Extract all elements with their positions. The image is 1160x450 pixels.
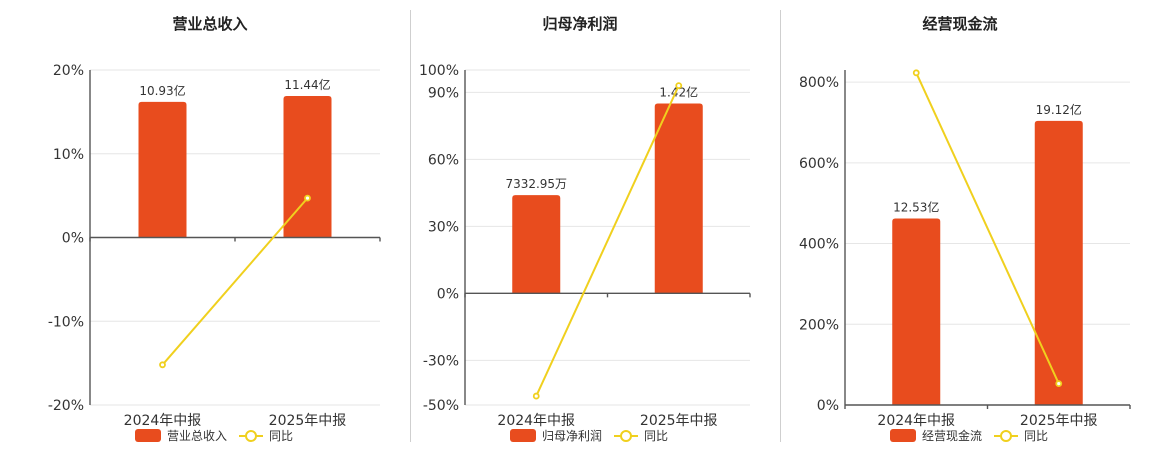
cashflow-chart-title: 经营现金流 xyxy=(922,15,997,33)
revenue-yoy-line xyxy=(161,197,309,366)
revenue-bar-label: 10.93亿 xyxy=(139,83,185,98)
net-profit-y-tick-label: 30% xyxy=(428,219,459,235)
cashflow-yoy-line xyxy=(915,72,1060,385)
revenue-y-tick-label: 0% xyxy=(62,231,84,247)
cashflow-bar xyxy=(892,218,941,405)
net-profit-x-tick-label: 2025年中报 xyxy=(640,413,718,429)
cashflow-y-tick-label: 200% xyxy=(799,317,839,333)
net-profit-legend-line-label: 同比 xyxy=(644,429,668,443)
net-profit-legend-bar-label: 归母净利润 xyxy=(542,429,602,443)
net-profit-y-tick-label: 90% xyxy=(428,85,459,101)
net-profit-bar xyxy=(512,195,561,294)
net-profit-x-tick-label: 2024年中报 xyxy=(497,413,575,429)
net-profit-yoy-point xyxy=(675,82,683,90)
net-profit-legend-line-marker xyxy=(620,430,632,442)
revenue-y-tick-label: -20% xyxy=(48,398,84,414)
cashflow-x-tick-label: 2025年中报 xyxy=(1020,413,1098,429)
cashflow-y-tick-label: 0% xyxy=(817,398,839,414)
revenue-legend-bar-label: 营业总收入 xyxy=(167,429,227,443)
cashflow-yoy-point xyxy=(1055,380,1063,388)
revenue-legend-bar-swatch xyxy=(135,429,161,442)
net-profit-yoy-point xyxy=(532,392,540,400)
cashflow-y-tick-label: 800% xyxy=(799,75,839,91)
revenue-bar-label: 11.44亿 xyxy=(284,77,330,92)
revenue-legend-line-label: 同比 xyxy=(269,429,293,443)
cashflow-y-tick-label: 600% xyxy=(799,156,839,172)
cashflow-bar-label: 12.53亿 xyxy=(893,200,939,215)
revenue-y-tick-label: 10% xyxy=(53,147,84,163)
cashflow-legend-bar-label: 经营现金流 xyxy=(922,428,982,443)
revenue-bar xyxy=(283,95,332,238)
revenue-x-tick-label: 2024年中报 xyxy=(124,413,202,429)
cashflow-yoy-point xyxy=(912,69,920,77)
net-profit-legend-bar-swatch xyxy=(510,429,536,442)
cashflow-x-tick-label: 2024年中报 xyxy=(877,413,955,429)
revenue-y-tick-label: 20% xyxy=(53,63,84,79)
net-profit-y-tick-label: -50% xyxy=(423,398,459,414)
cashflow-y-tick-label: 400% xyxy=(799,237,839,253)
net-profit-chart-title: 归母净利润 xyxy=(542,15,617,33)
net-profit-y-tick-label: -30% xyxy=(423,353,459,369)
panel-divider-1 xyxy=(410,10,411,442)
cashflow-bar xyxy=(1034,120,1083,406)
net-profit-bar xyxy=(654,103,703,294)
cashflow-bar-label: 19.12亿 xyxy=(1036,102,1082,117)
revenue-chart-title: 营业总收入 xyxy=(172,15,247,33)
net-profit-yoy-line xyxy=(535,85,680,397)
revenue-yoy-point xyxy=(159,361,166,369)
cashflow-legend-bar-swatch xyxy=(890,429,916,442)
revenue-x-tick-label: 2025年中报 xyxy=(269,413,347,429)
panel-divider-2 xyxy=(780,10,781,442)
cashflow-legend-line-label: 同比 xyxy=(1024,429,1048,443)
net-profit-y-tick-label: 100% xyxy=(419,63,459,79)
revenue-y-tick-label: -10% xyxy=(48,314,84,330)
cashflow-legend-line-marker xyxy=(1000,430,1012,442)
net-profit-bar-label: 1.42亿 xyxy=(659,85,698,100)
net-profit-y-tick-label: 0% xyxy=(437,286,459,302)
revenue-yoy-point xyxy=(304,194,311,202)
revenue-legend-line-marker xyxy=(245,430,257,442)
net-profit-bar-label: 7332.95万 xyxy=(505,177,567,191)
revenue-bar xyxy=(138,101,187,238)
net-profit-y-tick-label: 60% xyxy=(428,152,459,168)
